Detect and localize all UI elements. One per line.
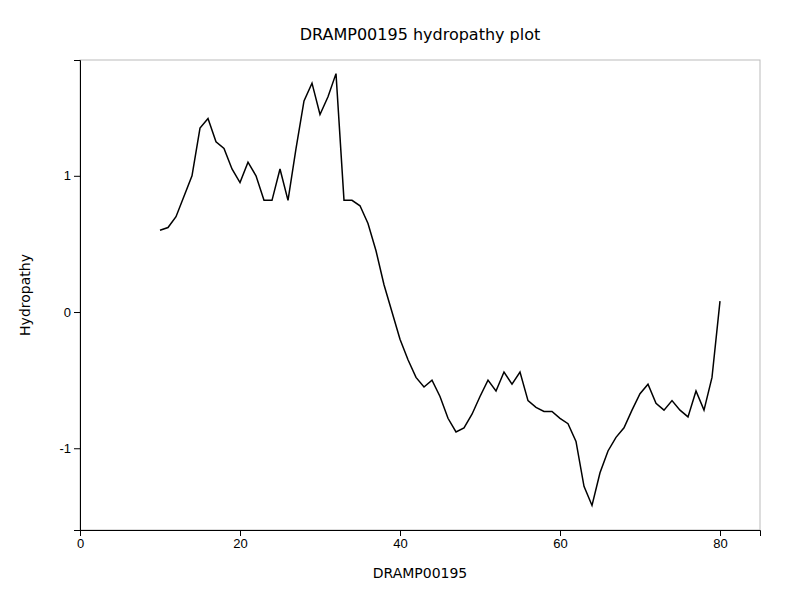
x-axis: 0 20 40 60 80	[77, 530, 761, 551]
chart: 0 20 40 60 80 -1 0 1 DRAMP00195 hydropathy plot D…	[0, 0, 800, 600]
y-axis: -1 0 1	[59, 61, 80, 531]
x-axis-line	[81, 531, 761, 537]
y-tick-mark	[74, 176, 80, 177]
hydropathy-line	[160, 74, 720, 506]
y-tick-label: -1	[59, 441, 71, 456]
x-tick-mark	[400, 530, 401, 536]
y-tick-label: 1	[64, 168, 71, 183]
x-tick: 0	[77, 530, 84, 551]
y-tick-mark	[74, 312, 80, 313]
x-tick: 20	[233, 530, 247, 551]
x-tick-mark	[240, 530, 241, 536]
y-tick-label: 0	[64, 305, 71, 320]
x-tick: 60	[553, 530, 567, 551]
x-tick-label: 60	[553, 536, 567, 551]
plot-frame	[80, 60, 760, 530]
x-tick-mark	[720, 530, 721, 536]
y-axis-line	[74, 61, 81, 531]
x-tick-label: 80	[713, 536, 727, 551]
y-tick: -1	[59, 441, 80, 456]
x-tick: 40	[393, 530, 407, 551]
x-axis-label: DRAMP00195	[373, 565, 468, 581]
marks	[160, 74, 720, 506]
y-tick: 0	[64, 305, 80, 320]
y-axis-label: Hydropathy	[17, 254, 33, 336]
x-tick: 80	[713, 530, 727, 551]
y-tick: 1	[64, 168, 80, 183]
x-tick-label: 40	[393, 536, 407, 551]
x-tick-label: 0	[77, 536, 84, 551]
y-tick-mark	[74, 448, 80, 449]
title: DRAMP00195 hydropathy plot	[300, 25, 541, 44]
x-tick-label: 20	[233, 536, 247, 551]
x-tick-mark	[560, 530, 561, 536]
plot-area: 0 20 40 60 80 -1 0 1	[59, 60, 760, 551]
